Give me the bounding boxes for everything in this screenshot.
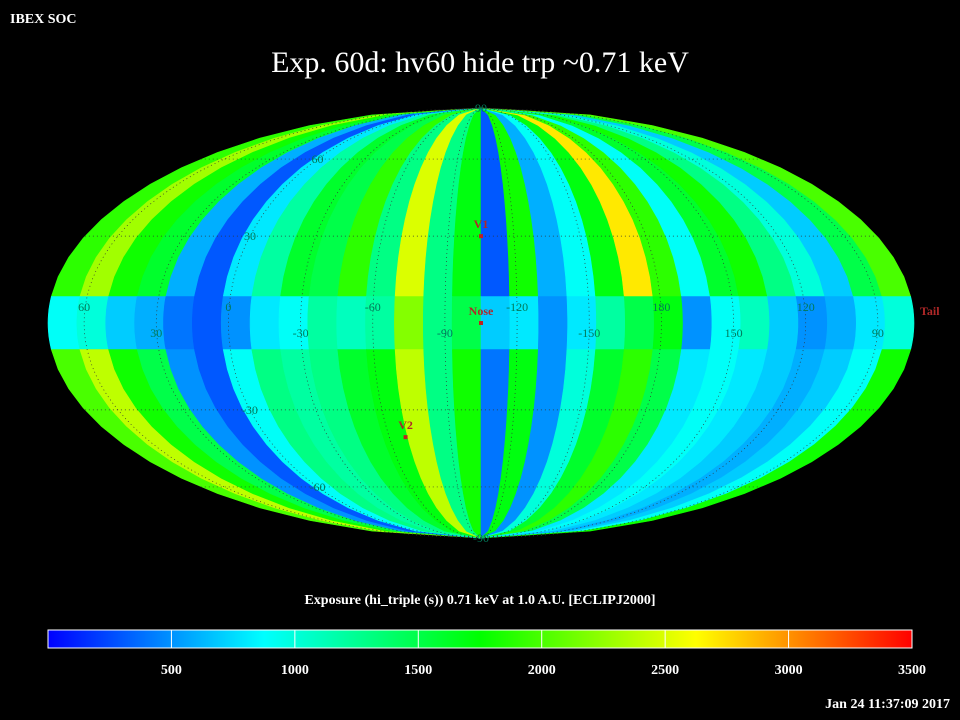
map-labels: 60 30 0 -30 -60 -90 -120 -150 180 150 120 90 90 60 30 -…: [78, 101, 940, 545]
heat-cell: [249, 296, 281, 350]
longitude-label: 60: [78, 300, 90, 314]
heat-cell: [47, 296, 81, 350]
heat-cell: [134, 296, 167, 350]
heat-cell: [566, 296, 597, 350]
heat-cell: [336, 296, 367, 350]
latitude-label: 60: [312, 152, 324, 166]
latitude-label: -60: [310, 480, 326, 494]
colorbar-tick-label: 2500: [651, 663, 679, 678]
colorbar-fill: [47, 629, 913, 649]
heat-cell: [881, 296, 915, 350]
heat-cell: [163, 296, 195, 350]
heat-cell: [709, 296, 742, 350]
meridian-line: [155, 107, 482, 539]
colorbar: 500 1000 1500 2000 2500 3000 3500: [47, 629, 926, 678]
marker-point: [403, 435, 408, 440]
chart-title: Exp. 60d: hv60 hide trp ~0.71 keV: [271, 46, 689, 79]
marker-label: Tail: [920, 304, 940, 318]
source-label: IBEX SOC: [10, 12, 77, 27]
latitude-label: 90: [475, 101, 487, 115]
meridian-line: [480, 107, 807, 539]
longitude-label: -60: [365, 300, 381, 314]
longitude-label: 120: [797, 300, 815, 314]
latitude-label: -30: [242, 403, 258, 417]
longitude-label: 180: [652, 300, 670, 314]
colorbar-tick-label: 500: [161, 663, 182, 678]
longitude-label: -120: [506, 300, 528, 314]
longitude-label: -30: [293, 326, 309, 340]
latitude-label: 30: [244, 229, 256, 243]
marker-point: [479, 321, 483, 325]
sky-map: [47, 107, 915, 539]
heat-cell: [422, 296, 453, 350]
latitude-label: -90: [473, 531, 489, 545]
heat-cell: [278, 296, 310, 350]
heat-cell: [191, 296, 224, 350]
marker-label: V1: [474, 217, 489, 231]
colorbar-tick-label: 1500: [404, 663, 432, 678]
heat-cell: [824, 296, 857, 350]
heat-cell: [480, 349, 912, 539]
heat-cell: [738, 296, 771, 350]
colorbar-label: Exposure (hi_triple (s)) 0.71 keV at 1.0…: [304, 593, 655, 608]
longitude-label: -90: [437, 326, 453, 340]
heat-cell: [394, 296, 425, 350]
heat-cell: [623, 296, 655, 350]
longitude-label: 90: [872, 326, 884, 340]
longitude-label: 30: [150, 326, 162, 340]
colorbar-tick-label: 3000: [775, 663, 803, 678]
marker-label: V2: [398, 418, 413, 432]
heat-cell: [307, 296, 339, 350]
colorbar-tick-label: 2000: [528, 663, 556, 678]
heat-cell: [767, 296, 799, 350]
graticule: [83, 107, 879, 539]
colorbar-tick-label: 1000: [281, 663, 309, 678]
marker-label: Nose: [469, 304, 494, 318]
timestamp: Jan 24 11:37:09 2017: [825, 697, 950, 712]
heat-cell: [537, 296, 568, 350]
heat-cell: [595, 296, 626, 350]
longitude-label: 150: [725, 326, 743, 340]
heat-cell: [681, 296, 713, 350]
meridian-line: [480, 107, 590, 539]
longitude-label: 0: [225, 300, 231, 314]
longitude-label: -150: [578, 326, 600, 340]
heat-cell: [105, 296, 138, 350]
colorbar-tick-label: 3500: [898, 663, 926, 678]
meridian-line: [372, 107, 482, 539]
marker-point: [479, 234, 483, 239]
heat-cell: [853, 296, 886, 350]
